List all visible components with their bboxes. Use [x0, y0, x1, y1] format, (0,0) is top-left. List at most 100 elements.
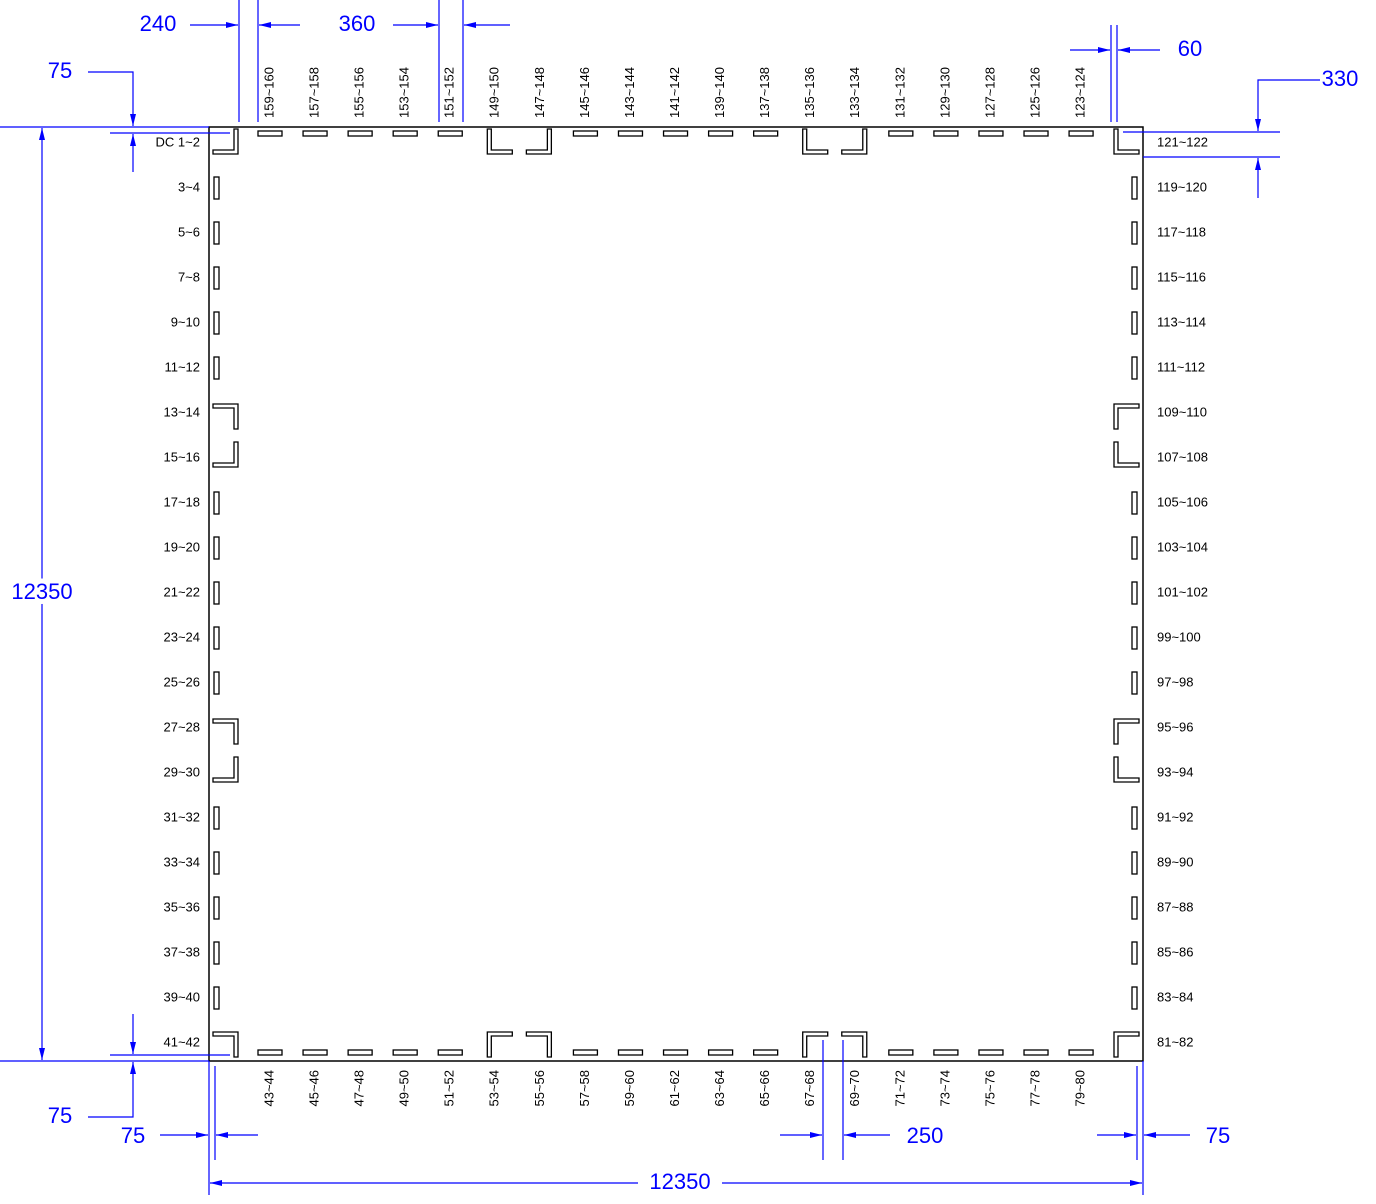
pin-label: 133~134: [847, 67, 862, 118]
pad: [486, 1031, 513, 1058]
pin-label: 51~52: [442, 1070, 457, 1107]
pad: [1023, 1049, 1049, 1056]
pin-label: 103~104: [1157, 539, 1208, 554]
pad: [1131, 491, 1138, 515]
pin-label: 17~18: [163, 494, 200, 509]
pad: [257, 130, 283, 137]
pad: [841, 1031, 868, 1058]
pad: [888, 1049, 914, 1056]
pad: [212, 403, 239, 430]
dimension-label: 12350: [11, 579, 72, 604]
pin-label: 153~154: [397, 67, 412, 118]
pad: [1131, 626, 1138, 650]
pin-label: 85~86: [1157, 944, 1194, 959]
pin-label: 15~16: [163, 449, 200, 464]
pin-label: 97~98: [1157, 674, 1194, 689]
pad: [1131, 581, 1138, 605]
dimension-label: 330: [1322, 66, 1359, 91]
pad: [1131, 896, 1138, 920]
pin-label: 89~90: [1157, 854, 1194, 869]
pad: [933, 1049, 959, 1056]
pad: [978, 1049, 1004, 1056]
dimension-label: 75: [1206, 1123, 1230, 1148]
pad: [213, 851, 220, 875]
pin-label: 59~60: [622, 1070, 637, 1107]
pin-label: 77~78: [1027, 1070, 1042, 1107]
pad: [1113, 718, 1140, 745]
pad: [213, 806, 220, 830]
pad: [347, 1049, 373, 1056]
dimension-lines: [0, 0, 1320, 1196]
pad: [1113, 128, 1140, 155]
pin-label: DC 1~2: [156, 134, 200, 149]
pin-label: 115~116: [1157, 269, 1206, 284]
pin-label: 65~66: [757, 1070, 772, 1107]
pin-label: 63~64: [712, 1070, 727, 1107]
pad: [1131, 221, 1138, 245]
pin-label: 119~120: [1157, 179, 1207, 194]
pad: [1113, 1031, 1140, 1058]
pad: [1131, 806, 1138, 830]
pin-label: 125~126: [1027, 67, 1042, 118]
die-outline: [208, 126, 1144, 1062]
pin-label: 73~74: [937, 1070, 952, 1107]
pin-label: 45~46: [306, 1070, 321, 1107]
pad: [1068, 130, 1094, 137]
pin-label: 49~50: [397, 1070, 412, 1107]
pad: [392, 130, 418, 137]
dimension-label: 60: [1178, 36, 1202, 61]
pad: [213, 581, 220, 605]
pin-label: 53~54: [487, 1070, 502, 1107]
pin-label: 21~22: [163, 584, 200, 599]
pad: [437, 1049, 463, 1056]
pad: [213, 896, 220, 920]
pin-label: 109~110: [1157, 404, 1207, 419]
pin-label: 25~26: [163, 674, 200, 689]
pin-label: 151~152: [442, 67, 457, 118]
pin-label: 27~28: [163, 719, 200, 734]
pin-label: 145~146: [577, 67, 592, 118]
pin-label: 121~122: [1157, 134, 1208, 149]
pin-label: 13~14: [163, 404, 200, 419]
pad: [392, 1049, 418, 1056]
pad: [572, 130, 599, 137]
pin-label: 107~108: [1157, 449, 1208, 464]
dimension-label: 75: [48, 58, 72, 83]
pad: [257, 1049, 283, 1056]
pin-label: 123~124: [1073, 67, 1088, 118]
pin-label: 39~40: [163, 989, 200, 1004]
pad: [212, 1031, 239, 1058]
dimension-label: 240: [140, 11, 177, 36]
pad: [933, 130, 959, 137]
pad: [1113, 403, 1140, 430]
pad: [212, 718, 239, 745]
pad: [662, 1049, 689, 1056]
pad: [486, 128, 513, 155]
pin-label: 127~128: [982, 67, 997, 118]
pad: [662, 130, 689, 137]
pad: [707, 1049, 734, 1056]
pin-label: 69~70: [847, 1070, 862, 1107]
pin-label: 111~112: [1157, 359, 1205, 374]
pin-label: 93~94: [1157, 764, 1194, 779]
pin-label: 155~156: [352, 67, 367, 118]
pad: [753, 130, 779, 137]
pad: [213, 266, 220, 290]
pad: [572, 1049, 599, 1056]
pad: [1131, 941, 1138, 965]
pin-label: 35~36: [163, 899, 200, 914]
pin-label: 57~58: [577, 1070, 592, 1107]
pad: [1131, 356, 1138, 380]
pad: [1131, 851, 1138, 875]
pad: [347, 130, 373, 137]
pad: [1131, 536, 1138, 560]
pin-label: 61~62: [667, 1070, 682, 1107]
pin-label: 113~114: [1157, 314, 1206, 329]
pin-label: 71~72: [892, 1070, 907, 1107]
pin-label: 9~10: [171, 314, 200, 329]
pin-label: 37~38: [163, 944, 200, 959]
pin-label: 67~68: [802, 1070, 817, 1107]
pad: [302, 1049, 328, 1056]
pin-label: 141~142: [667, 67, 682, 118]
